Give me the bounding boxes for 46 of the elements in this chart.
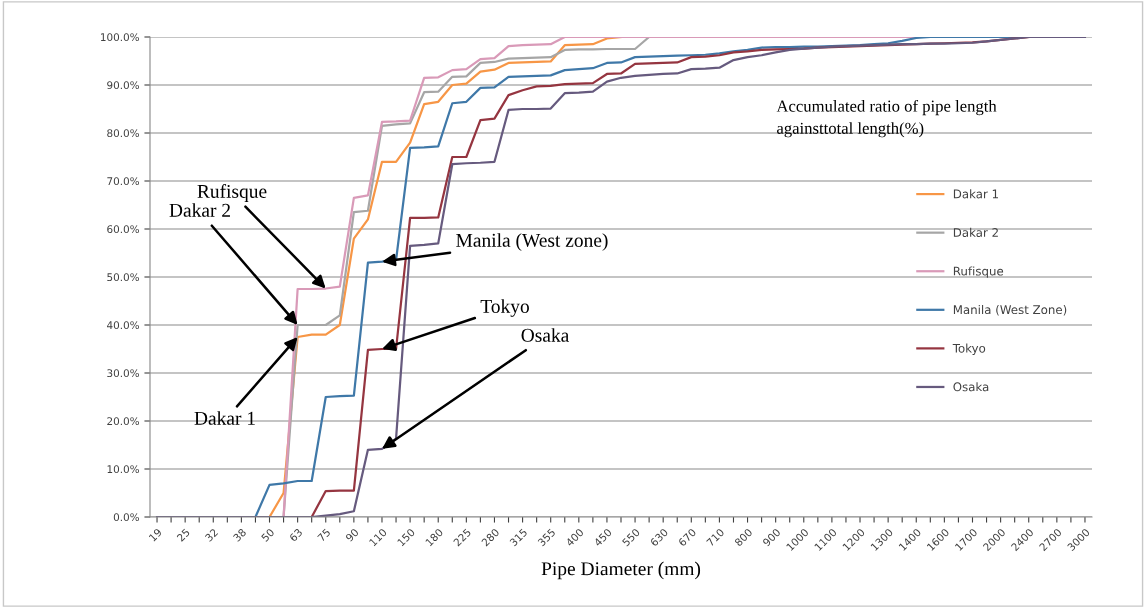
legend-label: Manila (West Zone) bbox=[953, 304, 1067, 316]
x-tick-label: 50 bbox=[260, 528, 275, 542]
y-tick-label: 60.0% bbox=[107, 225, 140, 234]
x-axis-title: Pipe Diameter (mm) bbox=[541, 561, 701, 580]
x-tick-label: 670 bbox=[677, 528, 697, 547]
x-tick-label: 900 bbox=[762, 528, 781, 547]
y-tick-label: 0.0% bbox=[113, 513, 140, 522]
y-tick-label: 30.0% bbox=[107, 369, 140, 378]
x-tick-label: 90 bbox=[345, 528, 360, 543]
annotation: Tokyo bbox=[480, 299, 529, 317]
y-tick-label: 20.0% bbox=[107, 417, 140, 426]
x-tick-label: 150 bbox=[396, 528, 416, 547]
y-tick-label: 90.0% bbox=[107, 81, 140, 90]
annotation: Accumulated ratio of pipe length againsttotal length(%) bbox=[776, 99, 997, 138]
x-tick-label: 25 bbox=[176, 528, 191, 542]
legend-label: Osaka bbox=[953, 382, 989, 392]
x-tick-label: 315 bbox=[509, 528, 528, 547]
annotation: Dakar 2 bbox=[169, 203, 230, 217]
x-tick-label: 63 bbox=[288, 528, 303, 542]
y-tick-label: 10.0% bbox=[107, 465, 140, 474]
y-tick-label: 50.0% bbox=[107, 273, 140, 282]
legend-label: Dakar 1 bbox=[953, 189, 998, 199]
x-tick-label: 710 bbox=[706, 528, 725, 547]
annotation: Manila (West zone) bbox=[456, 233, 608, 251]
x-tick-label: 400 bbox=[565, 528, 585, 547]
x-tick-label: 355 bbox=[537, 528, 556, 547]
y-tick-label: 100.0% bbox=[101, 33, 140, 42]
y-tick-label: 80.0% bbox=[107, 129, 140, 138]
annotation: Dakar 1 bbox=[194, 411, 255, 425]
legend-label: Rufisque bbox=[953, 266, 1004, 278]
x-tick-label: 180 bbox=[425, 528, 444, 547]
legend-label: Tokyo bbox=[952, 343, 986, 355]
y-tick-label: 40.0% bbox=[107, 321, 140, 330]
x-tick-label: 450 bbox=[593, 528, 613, 547]
legend-label: Dakar 2 bbox=[953, 227, 998, 237]
annotation: Osaka bbox=[521, 328, 570, 342]
x-tick-label: 75 bbox=[317, 528, 331, 542]
x-tick-label: 110 bbox=[368, 528, 388, 547]
x-tick-label: 550 bbox=[621, 528, 641, 547]
x-tick-label: 630 bbox=[649, 528, 669, 547]
x-tick-label: 19 bbox=[148, 528, 163, 542]
x-tick-label: 800 bbox=[734, 528, 753, 547]
annotation: Rufisque bbox=[197, 184, 267, 202]
x-tick-label: 32 bbox=[204, 528, 219, 542]
x-tick-label: 38 bbox=[232, 528, 247, 542]
y-tick-label: 70.0% bbox=[107, 177, 140, 186]
